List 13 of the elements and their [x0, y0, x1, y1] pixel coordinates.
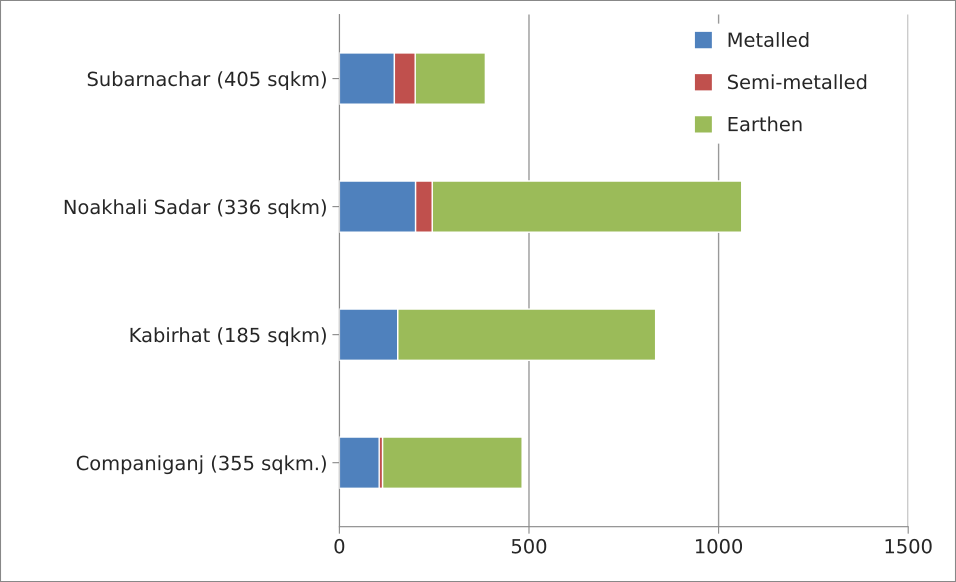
legend-label: Metalled — [728, 32, 808, 48]
bar — [339, 436, 380, 489]
y-tick-label: Subarnachar (405 sqkm) — [88, 71, 326, 90]
y-tick-label: Noakhali Sadar (336 sqkm) — [64, 199, 326, 218]
bar — [382, 436, 523, 489]
x-tick-label: 500 — [512, 538, 546, 554]
y-tick-label: Kabirhat (185 sqkm) — [130, 327, 326, 346]
legend-label: Earthen — [728, 116, 802, 132]
x-tick-label: 1500 — [886, 538, 932, 554]
x-tick-label: 0 — [334, 538, 344, 554]
y-tick-label: Companiganj (355 sqkm.) — [76, 455, 326, 474]
x-tick-label: 1000 — [696, 538, 742, 554]
legend-label: Semi-metalled — [728, 74, 866, 90]
